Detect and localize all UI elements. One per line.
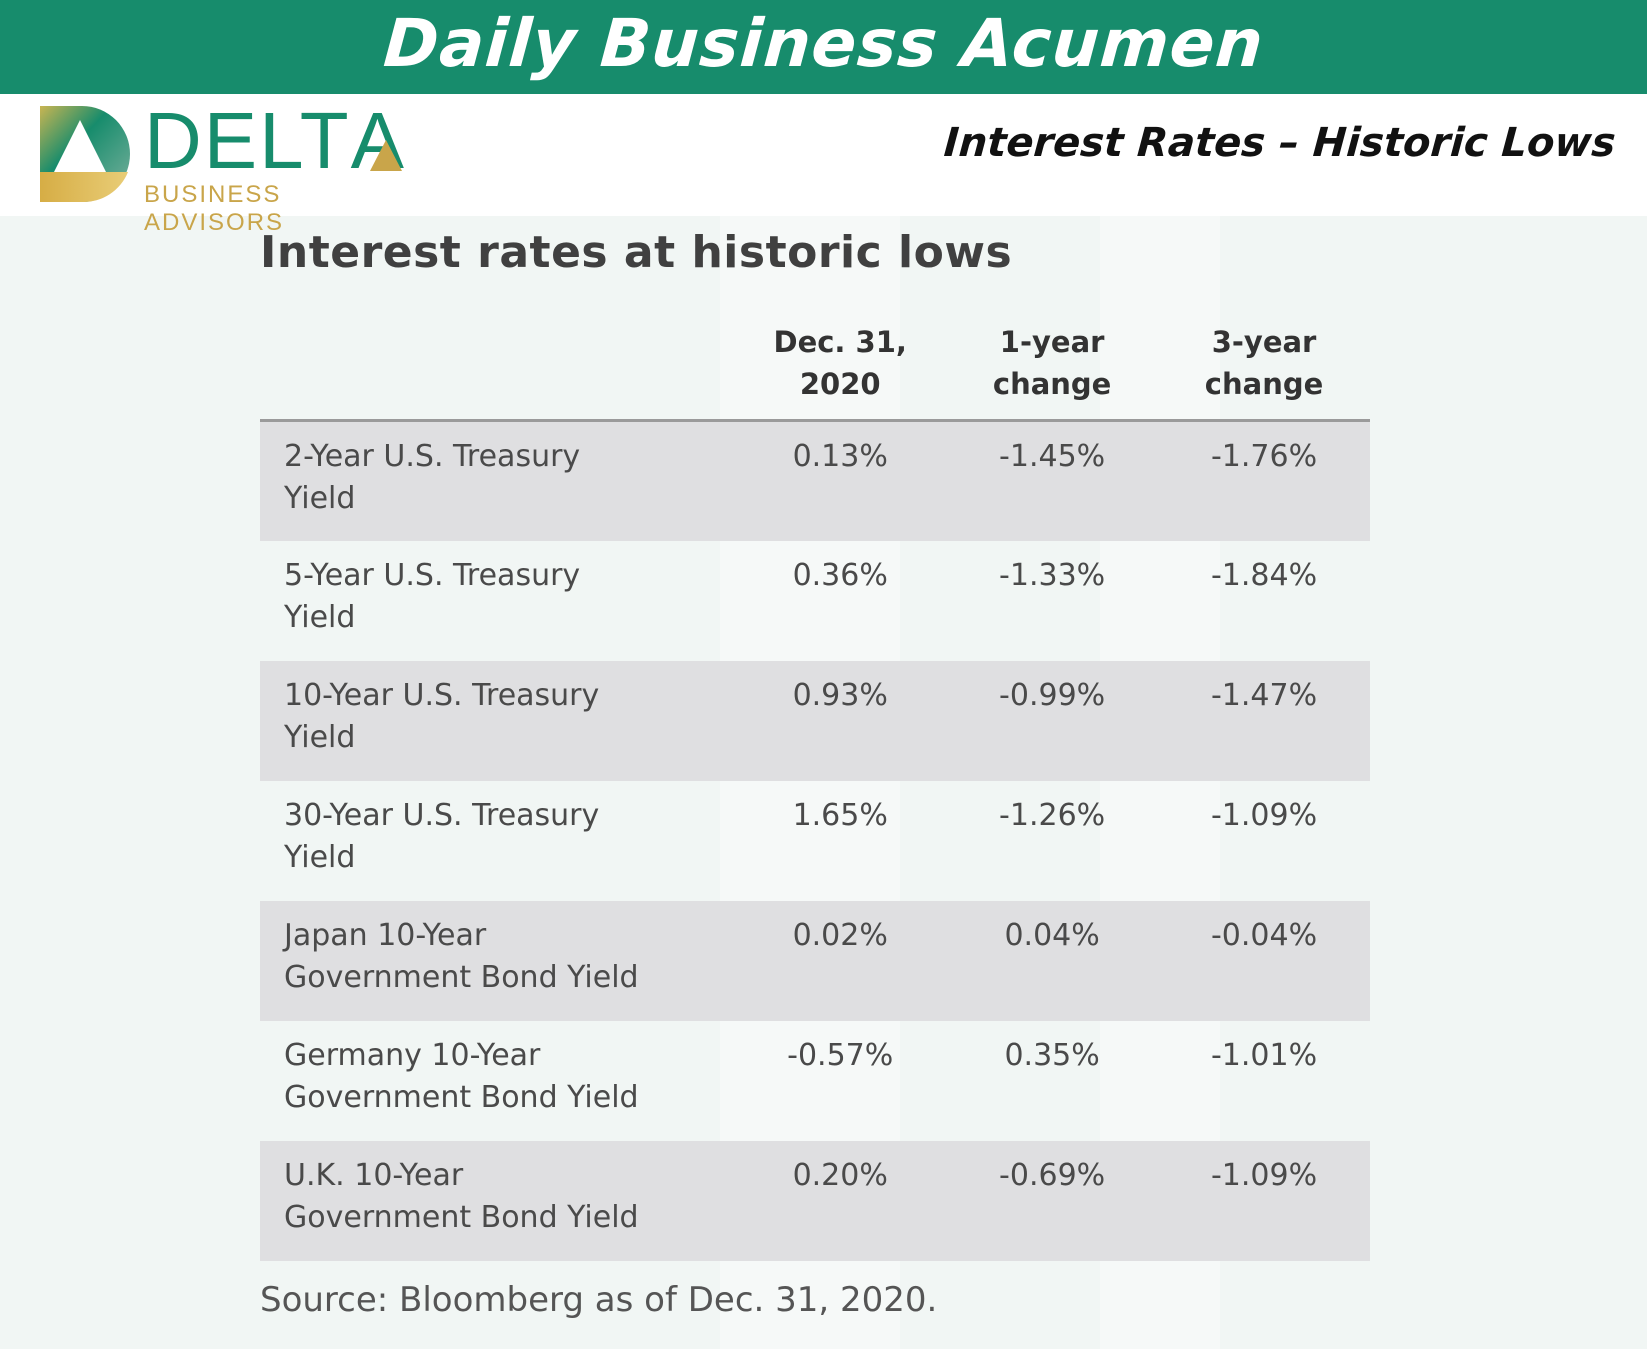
column-header-line1: 3-year [1211,325,1317,359]
column-header-line2: change [1204,367,1324,401]
three-year-change-value: -0.04% [1158,900,1370,1021]
dec31-2020-value: -0.57% [787,1037,894,1073]
dec31-2020-value: 0.36% [792,557,888,593]
instrument-name: Germany 10-Year Government Bond Yield [260,1021,734,1141]
document-title: Interest rates at historic lows [260,227,1013,278]
interest-rates-table: Dec. 31, 2020 1-year change 3-year change 2… [260,317,1370,1261]
instrument-name-line2: Government Bond Yield [284,959,639,995]
banner-title: Daily Business Acumen [380,4,1267,82]
three-year-change-value: -1.09% [1158,1140,1370,1261]
instrument-name-line1: U.K. 10-Year [284,1157,464,1193]
header-band: DELTA BUSINESS ADVISORS Interest Rates –… [0,94,1647,236]
column-header-dec31-2020: Dec. 31, 2020 [734,317,947,422]
document-content: Interest rates at historic lows Dec. 31,… [260,225,1370,1320]
table-row: Germany 10-Year Government Bond Yield -0.… [260,1021,1370,1141]
dec31-2020-value: 0.02% [734,900,947,1021]
table-row: U.K. 10-Year Government Bond Yield 0.20% … [260,1140,1370,1261]
logo-wordmark-a: A [351,98,406,184]
three-year-change-value: -1.01% [1210,1037,1318,1073]
instrument-name-line1: 5-Year U.S. Treasury [284,557,581,593]
column-header-3-year-change: 3-year change [1158,317,1370,422]
three-year-change-value: -1.47% [1158,660,1370,781]
instrument-name: 30-Year U.S. Treasury Yield [260,781,734,901]
page-subtitle: Interest Rates – Historic Lows [941,120,1617,166]
one-year-change-value: -1.26% [999,797,1106,833]
instrument-name-line2: Yield [284,719,356,755]
gold-triangle-icon [369,140,402,171]
one-year-change-value: -1.45% [946,420,1159,541]
table-row: 30-Year U.S. Treasury Yield 1.65% -1.26% … [260,781,1370,901]
instrument-name: 5-Year U.S. Treasury Yield [260,541,734,661]
column-header-1-year-change: 1-year change [946,317,1159,422]
column-header-line2: 2020 [799,367,881,401]
instrument-name: 2-Year U.S. Treasury Yield [260,420,735,541]
table-row: 2-Year U.S. Treasury Yield 0.13% -1.45% -… [260,420,1370,541]
logo-wordmark: DELTA [144,98,406,184]
table-header-row: Dec. 31, 2020 1-year change 3-year change [260,317,1370,422]
column-header-line1: Dec. 31, [773,325,907,359]
one-year-change-value: 0.35% [1004,1037,1100,1073]
instrument-name: 10-Year U.S. Treasury Yield [260,660,735,781]
logo-wordmark-lead: DELT [144,96,351,185]
dec31-2020-value: 1.65% [792,797,888,833]
one-year-change-value: 0.04% [946,900,1159,1021]
three-year-change-value: -1.09% [1210,797,1318,833]
instrument-name: U.K. 10-Year Government Bond Yield [260,1140,735,1261]
three-year-change-value: -1.76% [1158,420,1370,541]
instrument-name-line2: Yield [284,481,356,516]
dec31-2020-value: 0.93% [734,660,947,781]
table-row: Japan 10-Year Government Bond Yield 0.02%… [260,900,1370,1021]
one-year-change-value: -0.69% [946,1140,1159,1261]
dec31-2020-value: 0.20% [734,1140,947,1261]
instrument-name-line2: Government Bond Yield [284,1199,639,1235]
one-year-change-value: -0.99% [946,660,1159,781]
instrument-name-line1: Japan 10-Year [284,917,487,953]
dec31-2020-value: 0.13% [734,420,947,541]
instrument-name-line1: 2-Year U.S. Treasury [284,439,581,474]
table-row: 10-Year U.S. Treasury Yield 0.93% -0.99% … [260,660,1370,781]
instrument-name-line2: Government Bond Yield [284,1079,639,1115]
column-header-line1: 1-year [999,325,1105,359]
instrument-name-line1: 30-Year U.S. Treasury [284,797,600,833]
instrument-name-line2: Yield [284,599,356,635]
three-year-change-value: -1.84% [1210,557,1318,593]
instrument-name-line2: Yield [284,839,356,875]
column-header-instrument [260,317,735,422]
column-header-line2: change [992,367,1112,401]
table-row: 5-Year U.S. Treasury Yield 0.36% -1.33% -… [260,541,1370,661]
instrument-name: Japan 10-Year Government Bond Yield [260,900,735,1021]
delta-d-triangle-icon [40,106,130,202]
top-banner: Daily Business Acumen [0,0,1647,94]
one-year-change-value: -1.33% [999,557,1106,593]
instrument-name-line1: 10-Year U.S. Treasury [284,677,600,713]
delta-logo: DELTA BUSINESS ADVISORS [40,98,420,236]
logo-tagline: BUSINESS ADVISORS [144,181,285,236]
instrument-name-line1: Germany 10-Year [284,1037,541,1073]
source-note: Source: Bloomberg as of Dec. 31, 2020. [260,1280,938,1320]
